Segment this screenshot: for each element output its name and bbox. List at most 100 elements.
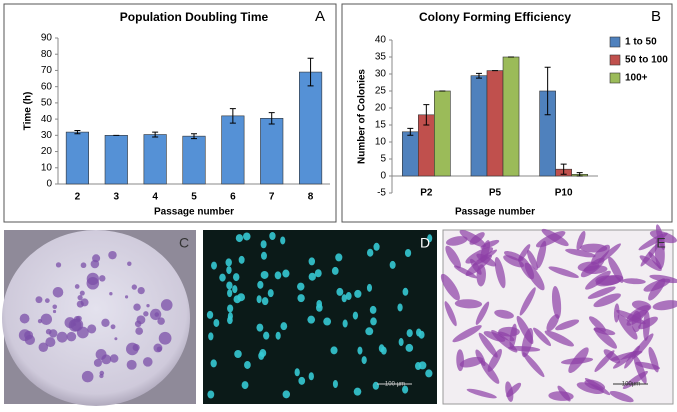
cell [440, 273, 460, 301]
y-tick-label: 80 [41, 49, 53, 60]
y-tick-label: 50 [41, 98, 53, 109]
nucleus [280, 322, 288, 331]
nucleus [331, 266, 339, 275]
cell [453, 265, 478, 279]
cell [568, 347, 589, 373]
cell [480, 239, 500, 249]
cell [631, 310, 642, 333]
nucleus [402, 385, 409, 394]
nucleus [416, 328, 422, 337]
cell [654, 236, 665, 270]
nucleus [232, 273, 240, 282]
cell [491, 330, 518, 353]
colony [87, 324, 97, 334]
x-tick-label: 4 [152, 192, 158, 203]
cell [459, 356, 484, 368]
cell [648, 278, 666, 301]
x-tick-label: P2 [420, 188, 433, 199]
cell [533, 327, 552, 347]
error-bar [307, 57, 314, 87]
colony [40, 313, 53, 325]
cell [526, 250, 538, 271]
cell [452, 325, 482, 343]
colony [124, 295, 129, 299]
nucleus [269, 232, 276, 241]
nucleus [207, 390, 215, 399]
colony [142, 357, 153, 367]
cell [494, 256, 506, 289]
cell [516, 315, 534, 344]
nucleus [342, 319, 348, 328]
y-tick-label: 25 [375, 86, 387, 97]
colony [95, 348, 107, 360]
colony [52, 286, 64, 298]
cell [518, 256, 535, 280]
colony [136, 315, 146, 325]
colony [55, 262, 62, 268]
y-axis-label: Time (h) [23, 92, 34, 131]
cell [576, 382, 604, 395]
error-bar [560, 163, 567, 175]
nucleus [241, 381, 249, 390]
cell [536, 240, 547, 269]
colony [92, 254, 101, 263]
cell [557, 385, 571, 402]
cell [503, 255, 525, 268]
y-tick-label: -5 [377, 188, 386, 199]
cell [445, 236, 468, 246]
nucleus [308, 372, 314, 381]
nucleus [261, 297, 269, 306]
cell [444, 301, 457, 327]
colony [157, 317, 165, 325]
x-tick-label: 6 [230, 192, 236, 203]
panel-label: B [651, 8, 661, 25]
nucleus [406, 329, 413, 338]
colony [158, 331, 172, 345]
colony [70, 318, 84, 332]
nucleus [353, 387, 362, 396]
nucleus [397, 303, 403, 312]
nucleus [210, 359, 217, 368]
nucleus [316, 303, 323, 312]
nucleus [366, 248, 374, 257]
bar [143, 134, 167, 185]
nucleus [226, 281, 233, 290]
error-bar [229, 108, 236, 124]
nucleus [297, 282, 305, 291]
y-tick-label: 30 [41, 130, 53, 141]
colony [81, 370, 94, 383]
error-bar [475, 72, 482, 79]
colony [19, 313, 30, 324]
cell [583, 265, 608, 275]
error-bar [191, 133, 197, 140]
panel-frame [3, 3, 337, 223]
nucleus [213, 318, 220, 327]
bar [470, 75, 488, 177]
nucleus [238, 255, 245, 264]
nucleus [372, 381, 380, 390]
error-bar [268, 112, 275, 125]
nucleus [227, 312, 233, 321]
cell [494, 309, 514, 319]
cell [505, 381, 514, 402]
bar [221, 115, 245, 185]
bar [104, 135, 128, 185]
y-tick-label: 0 [46, 179, 52, 190]
cell [456, 349, 465, 372]
colony [156, 346, 163, 352]
colony [49, 329, 58, 338]
colony [110, 324, 116, 330]
nucleus [369, 305, 377, 314]
nucleus [405, 343, 414, 352]
cell [509, 323, 517, 350]
nucleus [275, 331, 281, 340]
nucleus [404, 248, 412, 257]
nucleus [232, 285, 238, 294]
cell [617, 314, 638, 340]
colony [99, 275, 106, 282]
image-c [2, 230, 196, 406]
chart-title: Colony Forming Efficiency [419, 10, 571, 24]
error-bar [576, 172, 583, 177]
cell [497, 331, 515, 342]
